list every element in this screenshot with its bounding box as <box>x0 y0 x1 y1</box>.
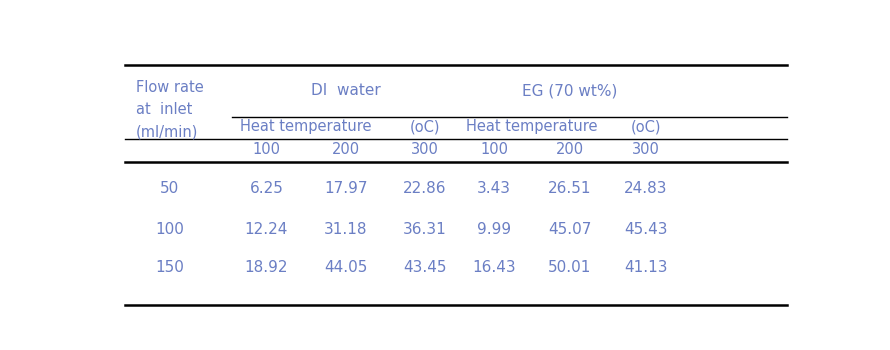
Text: 44.05: 44.05 <box>324 260 368 274</box>
Text: 3.43: 3.43 <box>477 181 511 196</box>
Text: 300: 300 <box>411 142 439 157</box>
Text: EG (70 wt%): EG (70 wt%) <box>522 83 618 98</box>
Text: 200: 200 <box>556 142 584 157</box>
Text: DI  water: DI water <box>311 83 381 98</box>
Text: 50: 50 <box>160 181 180 196</box>
Text: 200: 200 <box>332 142 360 157</box>
Text: 41.13: 41.13 <box>624 260 668 274</box>
Text: 31.18: 31.18 <box>324 222 368 237</box>
Text: Heat temperature: Heat temperature <box>466 119 598 134</box>
Text: (oC): (oC) <box>630 119 661 134</box>
Text: 6.25: 6.25 <box>249 181 283 196</box>
Text: 300: 300 <box>632 142 659 157</box>
Text: 100: 100 <box>156 222 184 237</box>
Text: Heat temperature: Heat temperature <box>240 119 372 134</box>
Text: 16.43: 16.43 <box>473 260 516 274</box>
Text: 100: 100 <box>480 142 508 157</box>
Text: 45.43: 45.43 <box>624 222 668 237</box>
Text: 45.07: 45.07 <box>548 222 592 237</box>
Text: 22.86: 22.86 <box>403 181 447 196</box>
Text: 24.83: 24.83 <box>624 181 668 196</box>
Text: 17.97: 17.97 <box>324 181 368 196</box>
Text: 26.51: 26.51 <box>548 181 592 196</box>
Text: (oC): (oC) <box>409 119 441 134</box>
Text: 100: 100 <box>253 142 280 157</box>
Text: Flow rate
at  inlet
(ml/min): Flow rate at inlet (ml/min) <box>136 80 204 139</box>
Text: 50.01: 50.01 <box>548 260 592 274</box>
Text: 150: 150 <box>156 260 184 274</box>
Text: 43.45: 43.45 <box>403 260 447 274</box>
Text: 12.24: 12.24 <box>245 222 288 237</box>
Text: 18.92: 18.92 <box>245 260 288 274</box>
Text: 36.31: 36.31 <box>403 222 447 237</box>
Text: 9.99: 9.99 <box>477 222 511 237</box>
